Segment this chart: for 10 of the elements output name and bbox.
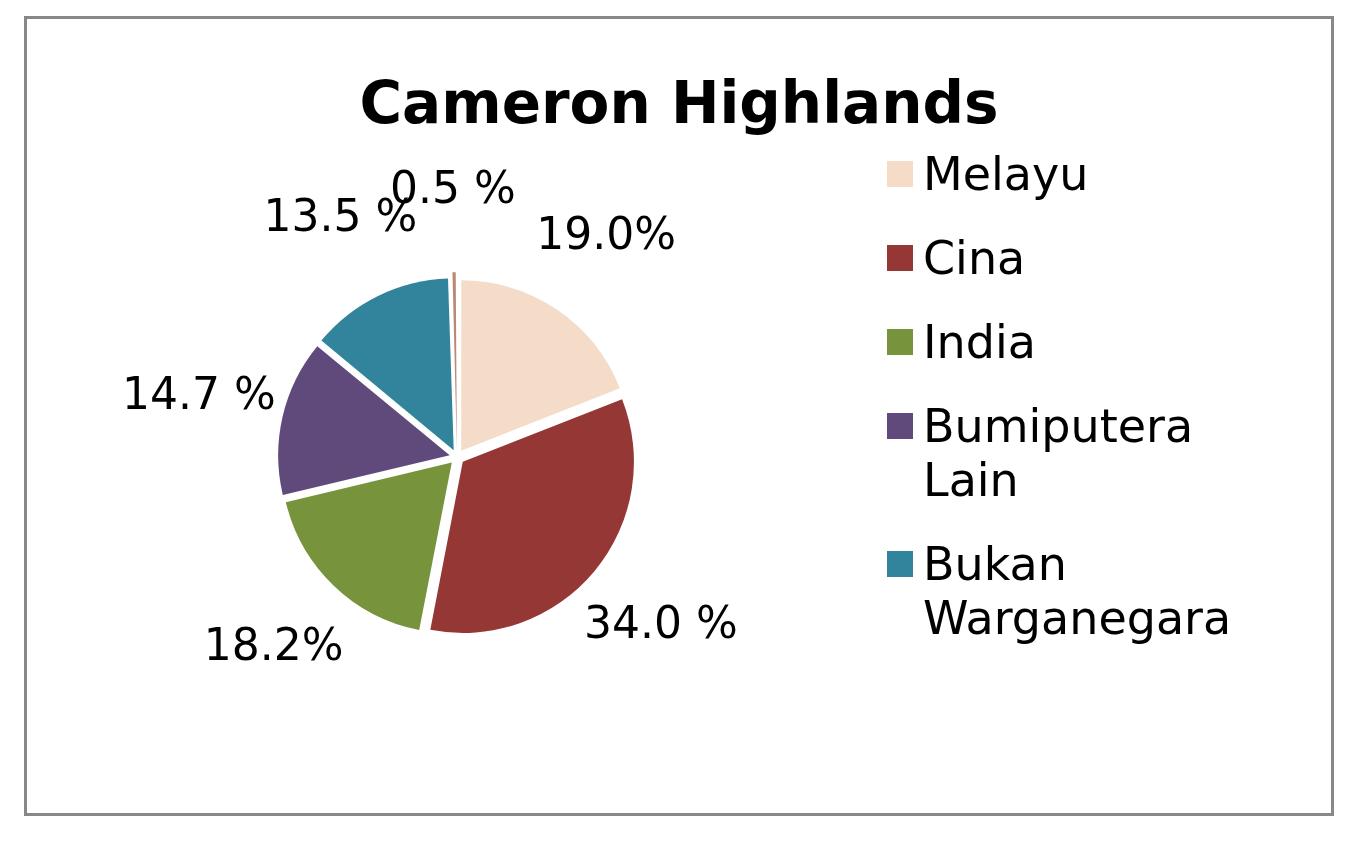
data-label: 18.2% xyxy=(203,618,344,670)
chart-title: Cameron Highlands xyxy=(358,69,1000,137)
legend-label: Bumiputera Lain xyxy=(923,399,1195,507)
legend-label: India xyxy=(923,315,1037,369)
legend-label: Melayu xyxy=(923,147,1090,201)
data-label: 14.7 % xyxy=(121,367,276,419)
legend-label: Bukan Warganegara xyxy=(923,537,1233,645)
legend-label: Cina xyxy=(923,231,1027,285)
data-label: 19.0% xyxy=(536,208,676,260)
data-label: 34.0 % xyxy=(583,596,738,648)
